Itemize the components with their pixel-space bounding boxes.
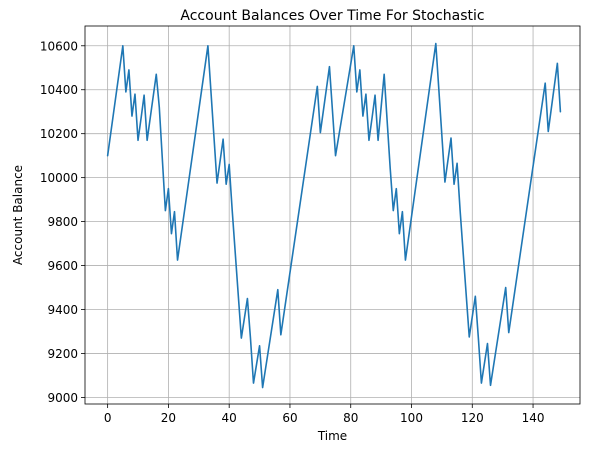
y-tick-label: 10600 (40, 39, 78, 53)
x-tick-label: 80 (343, 411, 358, 425)
x-tick-label: 120 (461, 411, 484, 425)
y-tick-label: 9800 (47, 215, 78, 229)
grid (85, 26, 580, 404)
series-line-0 (106, 42, 562, 389)
x-tick-label: 100 (400, 411, 423, 425)
y-tick-label: 9200 (47, 347, 78, 361)
y-tick-label: 10000 (40, 171, 78, 185)
y-tick-label: 9400 (47, 303, 78, 317)
x-tick-label: 40 (222, 411, 237, 425)
y-axis-label: Account Balance (11, 165, 25, 265)
series-lines (106, 42, 562, 389)
plot-frame (84, 25, 581, 405)
x-axis-label: Time (317, 429, 347, 443)
x-tick-label: 20 (161, 411, 176, 425)
y-tick-label: 9600 (47, 259, 78, 273)
y-tick-label: 10200 (40, 127, 78, 141)
y-tick-label: 10400 (40, 83, 78, 97)
axis-ticks: 0 20 40 60 80 100 120 140 9000 9200 9400 9600 9800 10… (40, 39, 545, 425)
chart-title: Account Balances Over Time For Stochasti… (180, 8, 484, 24)
x-tick-label: 140 (522, 411, 545, 425)
x-tick-label: 0 (104, 411, 112, 425)
y-tick-label: 9000 (47, 391, 78, 405)
x-tick-label: 60 (282, 411, 297, 425)
